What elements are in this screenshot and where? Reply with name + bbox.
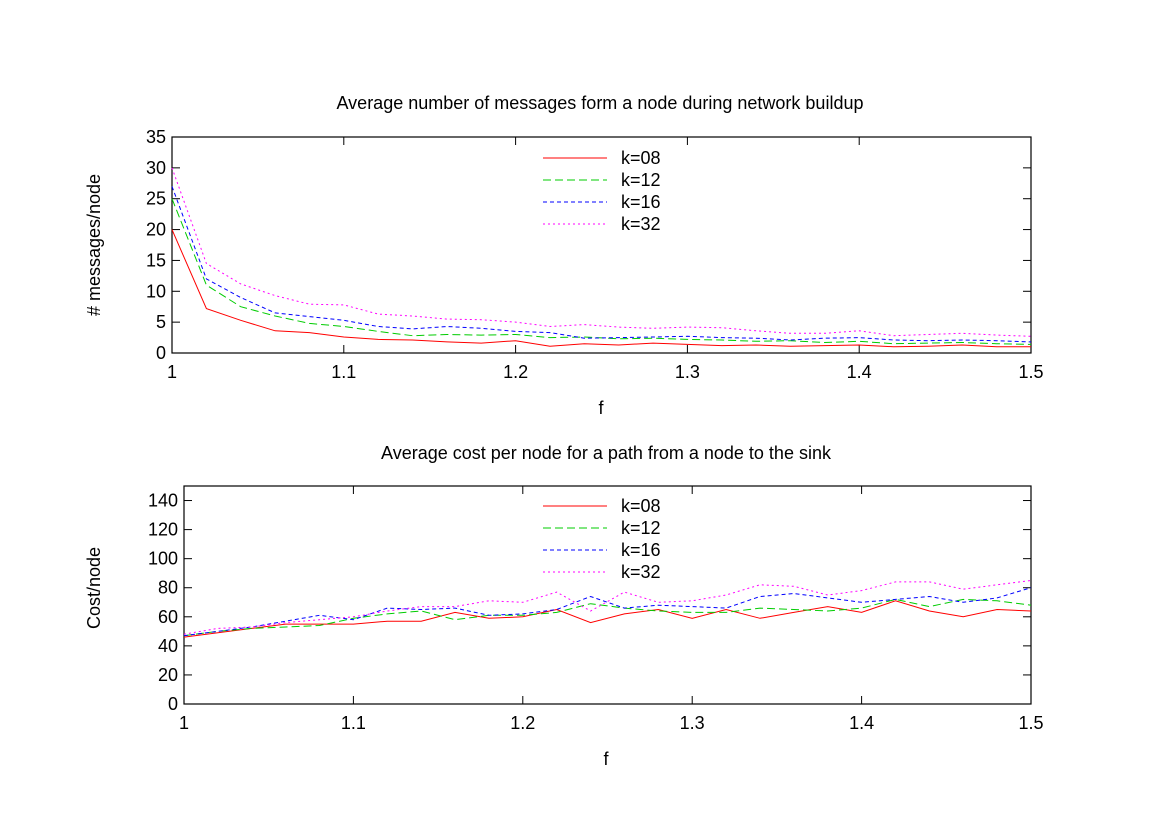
legend-label: k=12: [621, 518, 661, 538]
y-tick-label: 30: [146, 158, 166, 178]
y-tick-label: 35: [146, 127, 166, 147]
y-tick-label: 120: [148, 520, 178, 540]
x-tick-label: 1: [179, 713, 189, 733]
x-tick-label: 1.1: [331, 362, 356, 382]
y-tick-label: 20: [158, 665, 178, 685]
y-tick-label: 10: [146, 281, 166, 301]
y-tick-label: 25: [146, 189, 166, 209]
legend-label: k=08: [621, 148, 661, 168]
series-line-k16: [183, 587, 1032, 637]
x-tick-label: 1.3: [675, 362, 700, 382]
series-line-k12: [183, 598, 1032, 637]
series-line-k32: [171, 167, 1032, 337]
legend-label: k=16: [621, 540, 661, 560]
x-tick-label: 1: [167, 362, 177, 382]
legend-label: k=16: [621, 192, 661, 212]
x-axis-label: f: [603, 749, 609, 769]
y-tick-label: 60: [158, 607, 178, 627]
y-axis-label: # messages/node: [84, 174, 104, 316]
y-tick-label: 0: [156, 343, 166, 363]
y-axis-label: Cost/node: [84, 547, 104, 629]
chart-cost-per-node: Average cost per node for a path from a …: [84, 443, 1044, 769]
chart-title: Average number of messages form a node d…: [337, 93, 864, 113]
y-tick-label: 20: [146, 220, 166, 240]
x-tick-label: 1.1: [341, 713, 366, 733]
x-tick-label: 1.2: [510, 713, 535, 733]
x-tick-label: 1.5: [1018, 362, 1043, 382]
chart-title: Average cost per node for a path from a …: [381, 443, 832, 463]
y-tick-label: 100: [148, 549, 178, 569]
x-tick-label: 1.2: [503, 362, 528, 382]
x-axis-label: f: [598, 398, 604, 418]
chart-messages-per-node: Average number of messages form a node d…: [84, 93, 1044, 418]
series-line-k16: [171, 186, 1032, 343]
series-line-k08: [171, 229, 1031, 348]
y-tick-label: 0: [168, 694, 178, 714]
legend-label: k=32: [621, 214, 661, 234]
legend-label: k=08: [621, 496, 661, 516]
y-tick-label: 5: [156, 312, 166, 332]
series-line-k32: [183, 580, 1032, 635]
plot-frame: [171, 136, 1032, 354]
series-line-k12: [171, 198, 1032, 345]
x-tick-label: 1.4: [849, 713, 874, 733]
series-line-k08: [183, 600, 1032, 638]
plot-frame: [183, 485, 1032, 705]
legend-label: k=12: [621, 170, 661, 190]
y-tick-label: 80: [158, 578, 178, 598]
x-tick-label: 1.5: [1018, 713, 1043, 733]
y-tick-label: 140: [148, 491, 178, 511]
y-tick-label: 15: [146, 250, 166, 270]
legend-label: k=32: [621, 562, 661, 582]
x-tick-label: 1.4: [847, 362, 872, 382]
x-tick-label: 1.3: [680, 713, 705, 733]
y-tick-label: 40: [158, 636, 178, 656]
